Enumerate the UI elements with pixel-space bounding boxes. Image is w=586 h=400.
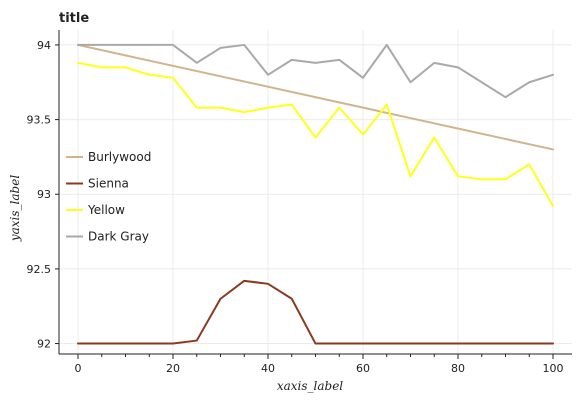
y-tick-label: 93 [37,188,51,201]
y-tick-label: 93.5 [27,114,52,127]
series-line-yellow [77,61,554,208]
legend-label-yellow: Yellow [87,203,125,217]
series-line-sienna [77,279,554,345]
x-tick-label: 20 [166,362,180,375]
x-tick-label: 100 [543,362,564,375]
y-tick-label: 92 [37,338,51,351]
y-tick-label: 94 [37,39,51,52]
y-axis-title: yaxis_label [8,175,22,242]
x-tick-label: 0 [75,362,82,375]
x-tick-label: 40 [261,362,275,375]
x-axis-title: xaxis_label [277,379,343,393]
chart-title: title [59,11,89,26]
series-line-dark-gray [77,43,554,99]
series-lines [77,43,554,345]
x-tick-label: 80 [451,362,465,375]
series-line-burlywood [77,43,554,151]
legend: Burlywood Sienna Yellow Dark Gray [66,150,151,244]
y-tick-label: 92.5 [27,263,52,276]
legend-label-dark-gray: Dark Gray [88,230,149,244]
grid [59,30,572,354]
legend-label-sienna: Sienna [88,177,129,191]
x-tick-label: 60 [356,362,370,375]
axes: 92 92.5 93 93.5 94 0 20 40 60 80 100 [27,30,572,375]
legend-label-burlywood: Burlywood [88,150,151,164]
